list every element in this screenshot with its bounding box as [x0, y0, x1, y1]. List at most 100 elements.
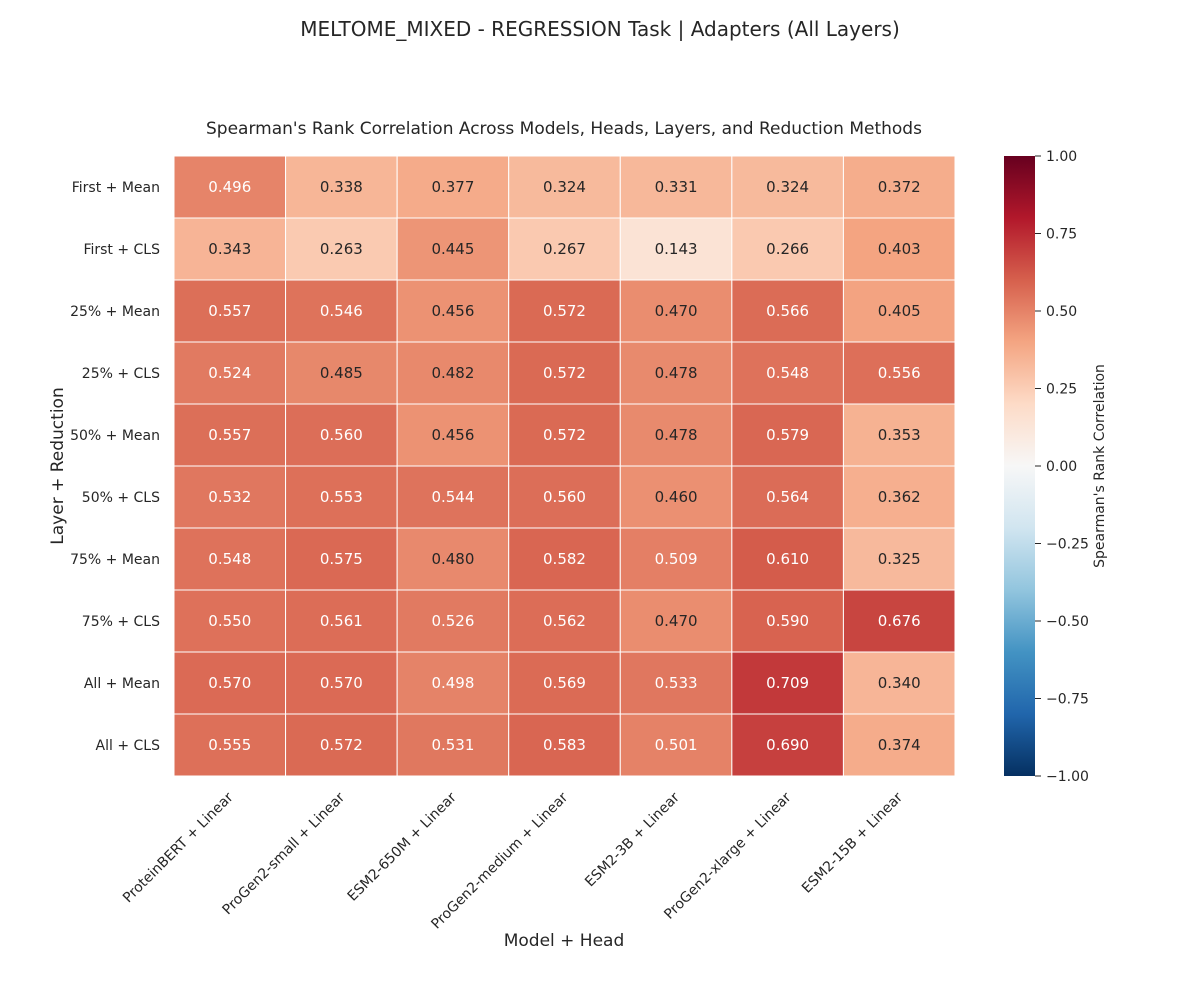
- y-tick-labels: First + Mean First + CLS 25% + Mean 25% + C…: [70, 180, 160, 754]
- heatmap-cell: [619, 589, 733, 653]
- heatmap-cell: [731, 589, 844, 653]
- heatmap-cell: [508, 155, 621, 219]
- heatmap-cell: [619, 527, 733, 591]
- cell-value-label: 0.324: [543, 178, 586, 196]
- heatmap-cell: [285, 279, 398, 343]
- cell-value-label: 0.374: [878, 736, 921, 754]
- colorbar: 1.00 0.75 0.50 0.25 0.00 −0.25 −0.50 −0.75 −1.00…: [1004, 149, 1108, 785]
- cell-value-label: 0.405: [878, 302, 921, 320]
- x-tick-label: ProGen2-small + Linear: [220, 789, 349, 918]
- colorbar-tick-label: −1.00: [1046, 769, 1089, 785]
- cell-value-label: 0.456: [431, 302, 474, 320]
- heatmap-cell: [842, 589, 956, 653]
- heatmap-cell: [842, 217, 956, 281]
- cell-value-label: 0.485: [320, 364, 363, 382]
- cell-value-label: 0.550: [208, 612, 251, 630]
- y-tick-label: 50% + Mean: [70, 428, 160, 444]
- heatmap-cell: [731, 713, 844, 777]
- colorbar-tick-label: −0.75: [1046, 692, 1089, 708]
- cell-value-label: 0.403: [878, 240, 921, 258]
- cell-value-label: 0.560: [320, 426, 363, 444]
- cell-value-label: 0.548: [208, 550, 251, 568]
- cell-value-label: 0.546: [320, 302, 363, 320]
- cell-value-label: 0.526: [431, 612, 474, 630]
- heatmap-cell: [508, 465, 621, 529]
- cell-value-label: 0.325: [878, 550, 921, 568]
- cell-value-label: 0.548: [766, 364, 809, 382]
- y-tick-label: 25% + CLS: [82, 366, 160, 382]
- heatmap-cell: [619, 651, 733, 715]
- cell-value-label: 0.524: [208, 364, 251, 382]
- cell-value-label: 0.556: [878, 364, 921, 382]
- cell-value-label: 0.561: [320, 612, 363, 630]
- cell-value-label: 0.470: [655, 302, 698, 320]
- heatmap-cell: [173, 155, 287, 219]
- heatmap-cell: [842, 279, 956, 343]
- cell-value-label: 0.478: [655, 426, 698, 444]
- cell-value-label: 0.266: [766, 240, 809, 258]
- heatmap-cell: [842, 713, 956, 777]
- cell-value-label: 0.610: [766, 550, 809, 568]
- cell-value-label: 0.263: [320, 240, 363, 258]
- heatmap-cell: [285, 465, 398, 529]
- cell-value-label: 0.690: [766, 736, 809, 754]
- heatmap-cell: [842, 341, 956, 405]
- heatmap-cell: [508, 713, 621, 777]
- cell-value-label: 0.353: [878, 426, 921, 444]
- x-tick-label: ESM2-15B + Linear: [799, 789, 906, 896]
- heatmap-cell: [508, 527, 621, 591]
- heatmap-cell: [731, 217, 844, 281]
- cell-value-label: 0.267: [543, 240, 586, 258]
- cell-value-label: 0.583: [543, 736, 586, 754]
- cell-value-label: 0.569: [543, 674, 586, 692]
- figure-suptitle: MELTOME_MIXED - REGRESSION Task | Adapte…: [300, 17, 900, 41]
- cell-value-label: 0.590: [766, 612, 809, 630]
- heatmap-cell: [173, 713, 287, 777]
- heatmap-cell: [619, 465, 733, 529]
- heatmap-cell: [396, 713, 510, 777]
- y-tick-label: 75% + Mean: [70, 552, 160, 568]
- heatmap-cell: [731, 155, 844, 219]
- cell-value-label: 0.562: [543, 612, 586, 630]
- colorbar-tick-label: −0.25: [1046, 537, 1089, 553]
- y-tick-label: First + Mean: [72, 180, 160, 196]
- x-tick-label: ProGen2-xlarge + Linear: [661, 789, 794, 922]
- cell-value-label: 0.544: [431, 488, 474, 506]
- heatmap-cell: [619, 713, 733, 777]
- cell-value-label: 0.532: [208, 488, 251, 506]
- heatmap-cell: [508, 589, 621, 653]
- cell-value-label: 0.572: [543, 302, 586, 320]
- cell-value-label: 0.501: [655, 736, 698, 754]
- cell-value-label: 0.570: [320, 674, 363, 692]
- cell-value-label: 0.570: [208, 674, 251, 692]
- cell-value-label: 0.324: [766, 178, 809, 196]
- y-tick-label: First + CLS: [83, 242, 160, 258]
- cell-value-label: 0.343: [208, 240, 251, 258]
- heatmap-cell: [173, 341, 287, 405]
- cell-value-label: 0.676: [878, 612, 921, 630]
- heatmap-cell: [731, 279, 844, 343]
- x-tick-label: ProGen2-medium + Linear: [428, 789, 571, 932]
- cell-value-label: 0.566: [766, 302, 809, 320]
- heatmap-cell: [508, 279, 621, 343]
- heatmap-cell: [396, 465, 510, 529]
- cell-value-label: 0.582: [543, 550, 586, 568]
- cell-value-label: 0.557: [208, 426, 251, 444]
- cell-value-label: 0.579: [766, 426, 809, 444]
- cell-value-label: 0.564: [766, 488, 809, 506]
- colorbar-tick-label: 0.25: [1046, 382, 1077, 398]
- cell-value-label: 0.482: [431, 364, 474, 382]
- heatmap-cell: [619, 155, 733, 219]
- heatmap-cell: [396, 651, 510, 715]
- heatmap-cell: [173, 527, 287, 591]
- heatmap-cell: [396, 403, 510, 467]
- cell-value-label: 0.340: [878, 674, 921, 692]
- y-axis-label: Layer + Reduction: [48, 387, 68, 544]
- colorbar-tick-label: 0.75: [1046, 227, 1077, 243]
- cell-value-label: 0.709: [766, 674, 809, 692]
- cell-value-label: 0.377: [431, 178, 474, 196]
- cell-value-label: 0.572: [320, 736, 363, 754]
- heatmap-cell: [396, 279, 510, 343]
